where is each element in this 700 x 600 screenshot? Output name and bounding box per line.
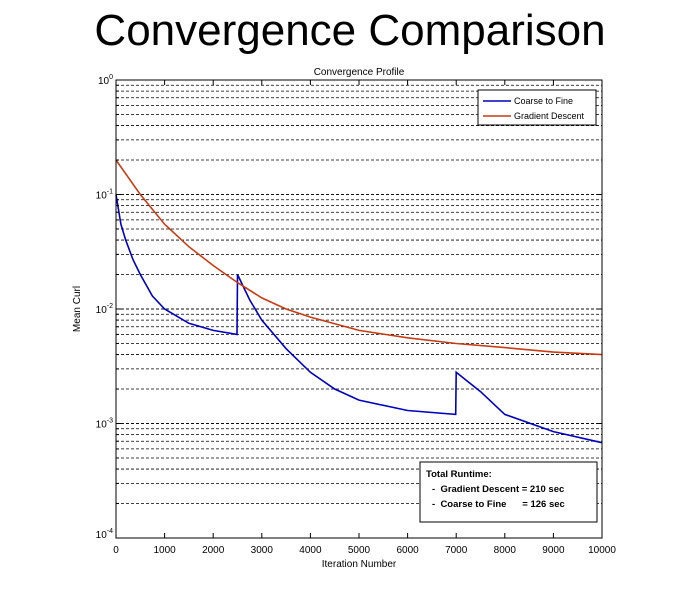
x-tick-label: 3000 <box>251 545 274 556</box>
legend: Coarse to Fine Gradient Descent <box>477 89 597 126</box>
chart-title: Convergence Profile <box>314 67 405 78</box>
x-tick-label: 7000 <box>445 545 468 556</box>
x-tick-label: 10000 <box>588 545 616 556</box>
y-tick-label: 10-1 <box>96 189 113 202</box>
y-tick-label: 100 <box>98 74 113 87</box>
x-tick-label: 9000 <box>542 545 565 556</box>
x-tick-label: 2000 <box>202 545 225 556</box>
y-tick-label: 10-4 <box>96 528 113 541</box>
plot-frame <box>115 79 603 539</box>
runtime-annotation: Total Runtime: - Gradient Descent = 210 … <box>419 461 598 523</box>
x-axis-label: Iteration Number <box>322 559 397 570</box>
x-tick-label: 0 <box>113 545 119 556</box>
legend-label-gradient: Gradient Descent <box>514 111 585 121</box>
series-line-coarse-to-fine <box>115 194 603 444</box>
legend-label-coarse: Coarse to Fine <box>514 96 573 106</box>
y-tick-label: 10-3 <box>96 418 113 431</box>
x-tick-label: 4000 <box>299 545 322 556</box>
slide-title: Convergence Comparison <box>94 6 606 55</box>
x-tick-label: 5000 <box>348 545 371 556</box>
x-tick-label: 8000 <box>494 545 517 556</box>
y-axis-label: Mean Curl <box>72 286 83 332</box>
series-line-gradient-descent <box>115 159 603 356</box>
annotation-line-gradient: - Gradient Descent = 210 sec <box>432 484 564 495</box>
annotation-heading: Total Runtime: <box>426 469 492 480</box>
y-tick-label: 10-2 <box>96 303 113 316</box>
annotation-line-coarse: - Coarse to Fine = 126 sec <box>432 499 565 510</box>
x-tick-label: 1000 <box>153 545 176 556</box>
x-tick-label: 6000 <box>396 545 419 556</box>
